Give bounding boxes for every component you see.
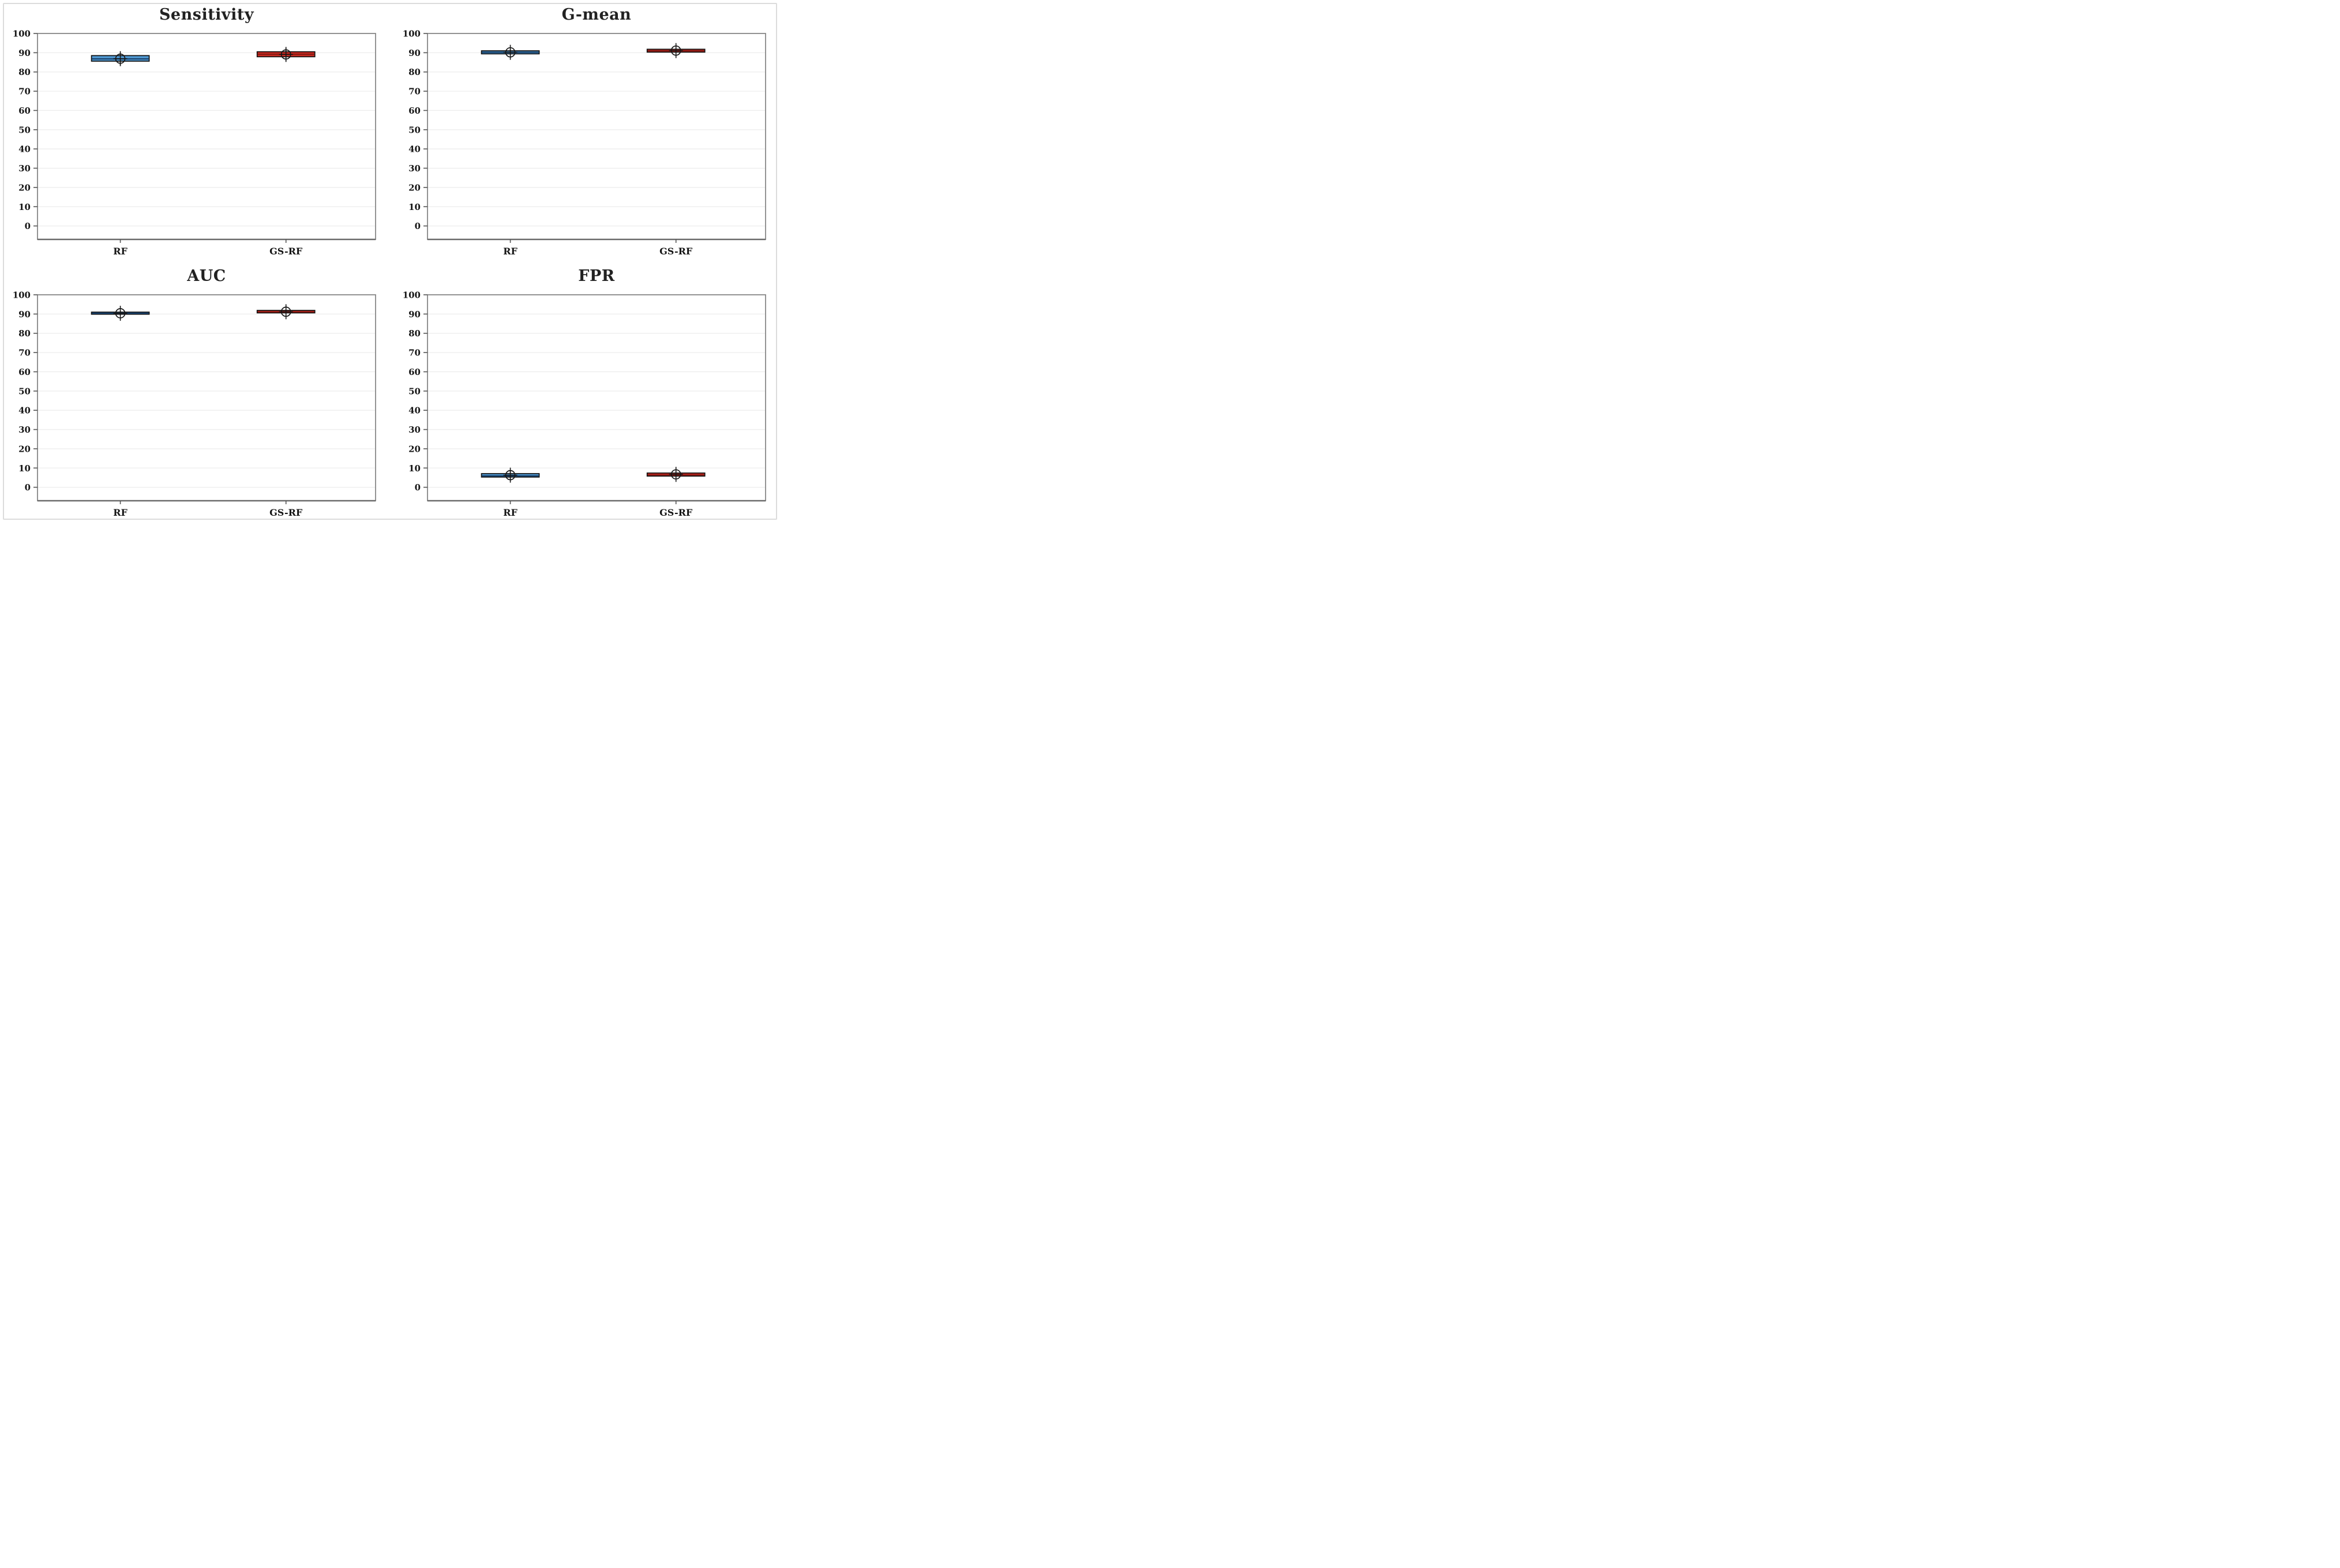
- boxplot-figure: Sensitivity 100 90 80 70 60 50 40 30 20 10 0 RF GS-R…: [0, 0, 780, 523]
- y-tick-label: 0: [415, 221, 421, 231]
- y-tick-label: 0: [25, 482, 31, 493]
- y-tick-label: 100: [403, 290, 421, 301]
- subplot-sensitivity: Sensitivity 100 90 80 70 60 50 40 30 20 10 0 RF GS-R…: [0, 0, 390, 261]
- y-tick-label: 0: [25, 221, 31, 231]
- x-category-label: RF: [113, 507, 127, 518]
- y-tick-label: 20: [408, 182, 421, 193]
- x-category-label: RF: [113, 246, 127, 257]
- y-tick-label: 40: [18, 144, 31, 155]
- y-tick-label: 10: [408, 202, 421, 212]
- plot-frame: [37, 294, 376, 501]
- chart-title-sensitivity: Sensitivity: [159, 6, 254, 24]
- subplot-fpr: FPR 100 90 80 70 60 50 40 30 20 10 0 RF GS-RF: [390, 261, 780, 523]
- y-tick-label: 90: [408, 309, 421, 320]
- plot-frame: [37, 33, 376, 240]
- chart-title-gmean: G-mean: [561, 6, 632, 24]
- x-category-label: GS-RF: [269, 507, 303, 518]
- y-tick-label: 20: [18, 444, 31, 454]
- y-tick-label: 50: [408, 386, 421, 396]
- subplot-auc: AUC 100 90 80 70 60 50 40 30 20 10 0 RF GS-RF: [0, 261, 390, 523]
- y-tick-label: 40: [18, 406, 31, 416]
- y-tick-label: 60: [18, 106, 31, 116]
- y-tick-label: 50: [18, 125, 31, 135]
- y-tick-label: 50: [18, 386, 31, 396]
- y-tick-label: 70: [408, 87, 421, 97]
- y-tick-label: 70: [18, 348, 31, 358]
- y-tick-label: 10: [18, 202, 31, 212]
- y-tick-label: 80: [408, 328, 421, 339]
- y-tick-label: 30: [408, 425, 421, 435]
- y-tick-label: 10: [18, 463, 31, 474]
- subplot-grid: Sensitivity 100 90 80 70 60 50 40 30 20 10 0 RF GS-R…: [0, 0, 780, 523]
- y-tick-label: 20: [408, 444, 421, 454]
- y-tick-label: 50: [408, 125, 421, 135]
- plot-frame: [427, 294, 766, 501]
- x-category-label: GS-RF: [269, 246, 303, 257]
- y-tick-label: 30: [18, 163, 31, 174]
- y-tick-label: 60: [408, 367, 421, 377]
- y-tick-label: 100: [13, 29, 31, 39]
- y-tick-label: 90: [408, 48, 421, 58]
- y-tick-label: 90: [18, 309, 31, 320]
- x-category-label: GS-RF: [659, 246, 693, 257]
- chart-title-auc: AUC: [187, 267, 226, 285]
- y-tick-label: 30: [408, 163, 421, 174]
- y-tick-label: 100: [13, 290, 31, 301]
- y-tick-label: 40: [408, 144, 421, 155]
- x-category-label: GS-RF: [659, 507, 693, 518]
- y-tick-label: 70: [18, 87, 31, 97]
- y-tick-label: 0: [415, 482, 421, 493]
- y-tick-label: 90: [18, 48, 31, 58]
- subplot-gmean: G-mean 100 90 80 70 60 50 40 30 20 10 0 RF GS-RF: [390, 0, 780, 261]
- x-category-label: RF: [503, 507, 518, 518]
- plot-frame: [427, 33, 766, 240]
- x-category-label: RF: [503, 246, 518, 257]
- y-tick-label: 20: [18, 182, 31, 193]
- y-tick-label: 80: [408, 67, 421, 77]
- y-tick-label: 60: [408, 106, 421, 116]
- y-tick-label: 80: [18, 328, 31, 339]
- y-tick-label: 100: [403, 29, 421, 39]
- y-tick-label: 70: [408, 348, 421, 358]
- chart-title-fpr: FPR: [578, 267, 615, 285]
- y-tick-label: 80: [18, 67, 31, 77]
- y-tick-label: 60: [18, 367, 31, 377]
- y-tick-label: 30: [18, 425, 31, 435]
- y-tick-label: 40: [408, 406, 421, 416]
- y-tick-label: 10: [408, 463, 421, 474]
